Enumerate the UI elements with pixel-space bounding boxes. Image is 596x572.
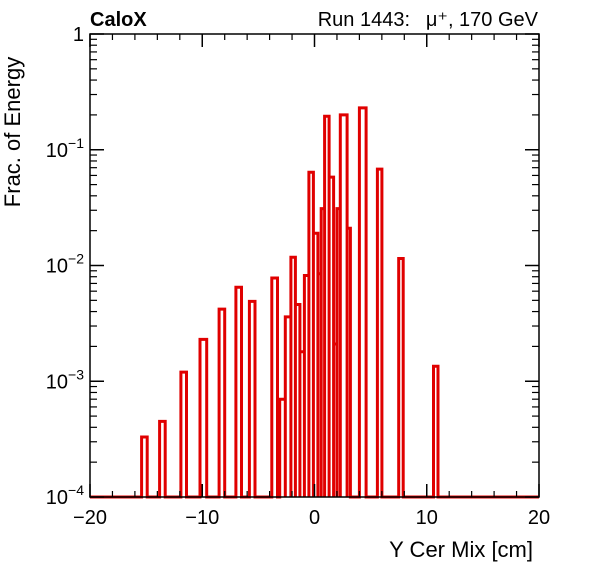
y-tick-label: 10−4 <box>46 482 84 509</box>
histogram-bin <box>181 372 187 497</box>
beam-label: μ⁺, 170 GeV <box>426 9 539 31</box>
experiment-label: CaloX <box>90 9 147 31</box>
run-label: Run 1443: <box>318 9 410 31</box>
histogram-bin <box>285 317 291 497</box>
x-tick-label: −20 <box>73 507 107 529</box>
histogram-bin <box>340 115 347 497</box>
histogram-bin <box>399 259 404 498</box>
x-tick-label: −10 <box>185 507 219 529</box>
histogram-bin <box>249 301 255 497</box>
histogram-bin <box>313 233 318 497</box>
histogram-bin <box>329 177 334 497</box>
x-tick-label: 0 <box>309 507 320 529</box>
histogram-bin <box>160 421 166 497</box>
histogram-bin <box>318 274 321 497</box>
histogram-bin <box>337 209 340 497</box>
x-tick-label: 20 <box>528 507 550 529</box>
y-tick-label: 1 <box>73 24 84 46</box>
axis-ticks: −20 −10 0 10 20 1 10−1 10−2 10−3 10−4 <box>46 24 550 529</box>
histogram-bin <box>325 116 330 497</box>
histogram-bin <box>300 352 305 497</box>
histogram-bin <box>236 287 242 497</box>
histogram-bin <box>219 309 225 497</box>
histogram-bin <box>321 209 324 497</box>
chart-header: CaloX Run 1443: μ⁺, 170 GeV <box>90 9 539 31</box>
y-tick-label: 10−1 <box>46 135 84 162</box>
histogram-bin <box>434 366 439 497</box>
x-tick-label: 10 <box>416 507 438 529</box>
y-tick-label: 10−3 <box>46 366 84 393</box>
histogram-bin <box>280 399 286 497</box>
histogram-bin <box>309 172 314 497</box>
y-axis-label: Frac. of Energy <box>0 57 25 207</box>
histogram-bin <box>200 339 207 497</box>
histogram-bin <box>334 344 337 497</box>
histogram-bin <box>347 228 350 497</box>
histogram-bin <box>377 169 382 497</box>
y-tick-label: 10−2 <box>46 251 84 278</box>
histogram-bin <box>272 278 278 497</box>
histogram-bin <box>295 305 300 498</box>
histogram-series <box>90 106 539 499</box>
histogram-bin <box>359 108 366 497</box>
histogram-bin <box>291 257 296 497</box>
x-axis-label: Y Cer Mix [cm] <box>389 537 533 562</box>
histogram-bin <box>142 437 148 497</box>
histogram-bin <box>304 276 309 498</box>
